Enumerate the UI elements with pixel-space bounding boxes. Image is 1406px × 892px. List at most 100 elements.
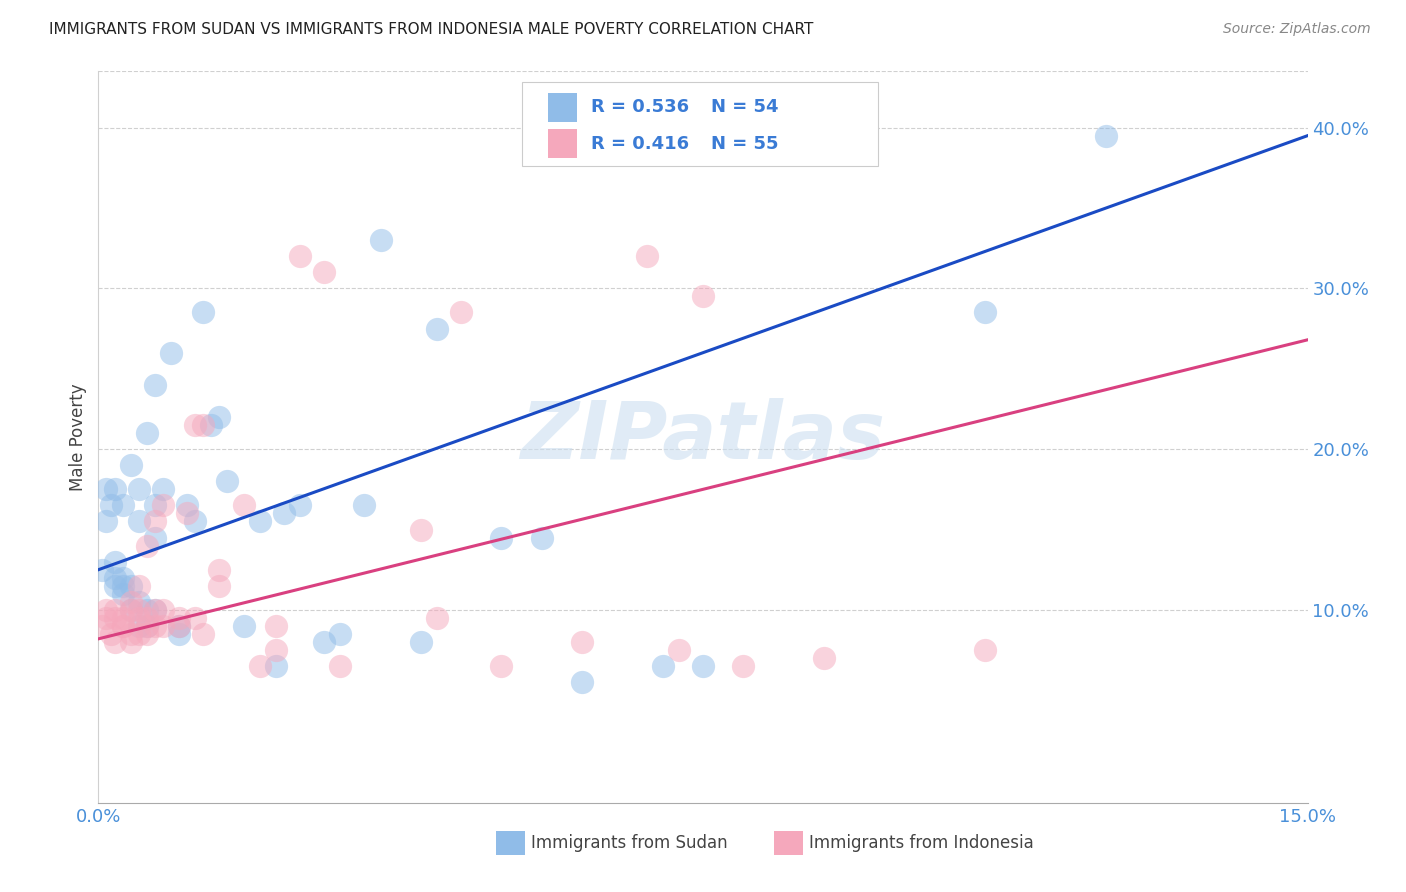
Point (668, 643, 690, 657)
FancyBboxPatch shape (548, 129, 578, 158)
Text: Immigrants from Sudan: Immigrants from Sudan (531, 834, 728, 852)
Point (135, 627, 157, 641)
FancyBboxPatch shape (548, 93, 578, 122)
Point (143, 531, 166, 545)
Point (329, 659, 352, 673)
Point (128, 595, 150, 609)
Point (167, 619, 190, 633)
Point (100, 627, 122, 641)
Point (426, 611, 449, 625)
Text: R = 0.536: R = 0.536 (591, 98, 689, 117)
Point (128, 579, 150, 593)
FancyBboxPatch shape (522, 82, 879, 167)
Point (208, 579, 231, 593)
Point (143, 515, 166, 529)
Point (288, 249, 311, 263)
Point (143, 377, 166, 392)
Point (120, 458, 142, 473)
Point (128, 603, 150, 617)
Point (128, 619, 150, 633)
Point (103, 571, 125, 585)
Text: Source: ZipAtlas.com: Source: ZipAtlas.com (1223, 22, 1371, 37)
Point (152, 499, 174, 513)
Point (120, 627, 142, 641)
Point (370, 233, 392, 247)
Point (135, 603, 157, 617)
Point (184, 417, 207, 432)
Point (152, 619, 174, 633)
Point (733, 659, 755, 673)
Point (249, 659, 271, 673)
FancyBboxPatch shape (775, 831, 803, 855)
Point (329, 627, 352, 641)
Point (176, 507, 198, 521)
Point (974, 305, 997, 319)
Point (135, 539, 157, 553)
Point (111, 587, 134, 601)
Point (103, 611, 125, 625)
Point (692, 289, 714, 303)
Point (111, 571, 134, 585)
Point (264, 659, 287, 673)
Point (100, 499, 122, 513)
Point (208, 563, 231, 577)
Point (103, 579, 125, 593)
Point (167, 611, 190, 625)
Point (813, 651, 835, 665)
Point (128, 627, 150, 641)
Point (184, 611, 207, 625)
Point (193, 417, 215, 432)
Point (135, 425, 157, 440)
Point (409, 523, 432, 537)
Point (651, 659, 673, 673)
Point (314, 265, 336, 279)
Point (571, 675, 593, 690)
Text: Immigrants from Indonesia: Immigrants from Indonesia (810, 834, 1035, 852)
Point (450, 305, 472, 319)
Point (184, 515, 207, 529)
Point (135, 619, 157, 633)
Point (128, 515, 150, 529)
Point (692, 659, 714, 673)
Point (96, 483, 118, 497)
Y-axis label: Male Poverty: Male Poverty (69, 384, 87, 491)
Point (314, 635, 336, 649)
Point (135, 619, 157, 633)
Point (200, 417, 222, 432)
Point (249, 515, 271, 529)
Text: IMMIGRANTS FROM SUDAN VS IMMIGRANTS FROM INDONESIA MALE POVERTY CORRELATION CHAR: IMMIGRANTS FROM SUDAN VS IMMIGRANTS FROM… (49, 22, 814, 37)
Point (120, 579, 142, 593)
Point (1095, 128, 1118, 143)
Point (143, 603, 166, 617)
Point (103, 483, 125, 497)
Point (491, 659, 513, 673)
Point (143, 619, 166, 633)
Point (273, 507, 295, 521)
Point (264, 619, 287, 633)
Point (96, 515, 118, 529)
Point (208, 409, 231, 424)
Point (111, 579, 134, 593)
Point (167, 619, 190, 633)
Point (120, 595, 142, 609)
Point (91, 563, 114, 577)
Point (103, 555, 125, 569)
Point (103, 635, 125, 649)
Point (120, 635, 142, 649)
Point (232, 499, 254, 513)
Point (120, 603, 142, 617)
Point (128, 611, 150, 625)
Point (135, 611, 157, 625)
Point (111, 619, 134, 633)
Point (111, 611, 134, 625)
Point (120, 603, 142, 617)
Point (974, 643, 997, 657)
Point (167, 627, 190, 641)
Point (143, 499, 166, 513)
Point (111, 619, 134, 633)
Text: R = 0.416: R = 0.416 (591, 135, 689, 153)
Point (128, 483, 150, 497)
Text: N = 54: N = 54 (711, 98, 779, 117)
Point (530, 531, 553, 545)
Point (217, 475, 239, 489)
